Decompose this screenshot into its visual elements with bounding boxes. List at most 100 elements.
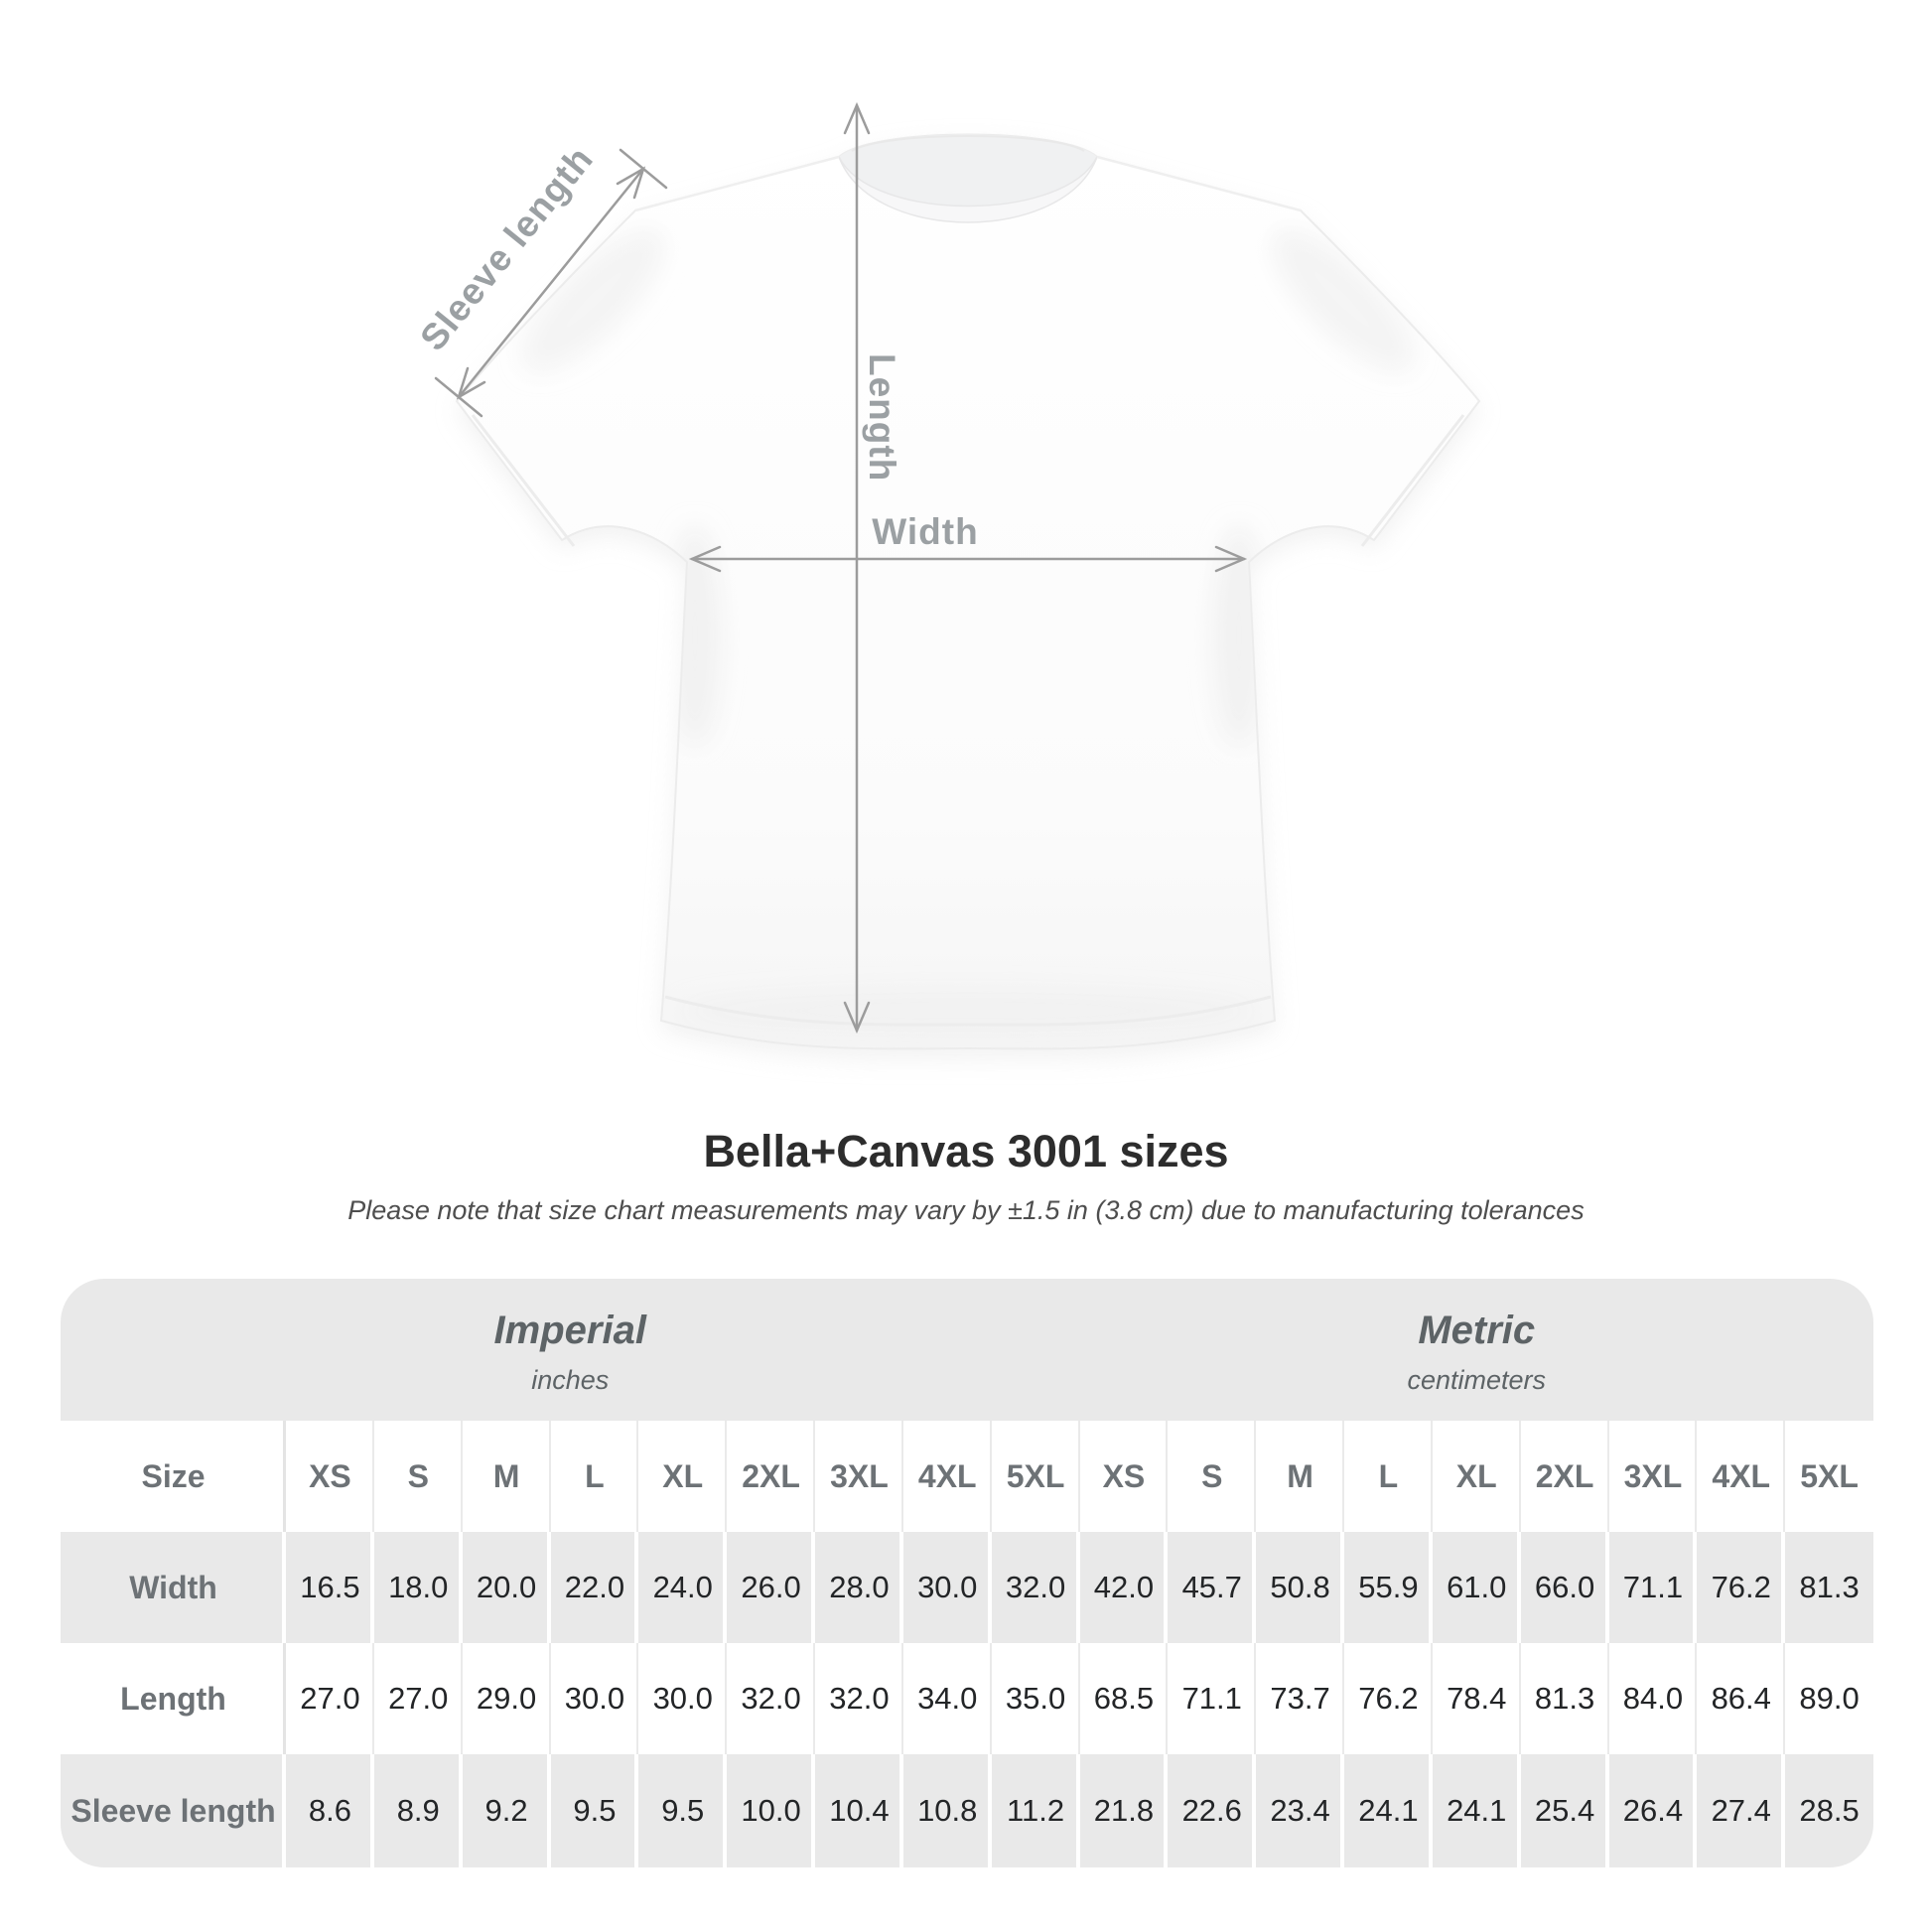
value-cell: 24.0 xyxy=(638,1532,727,1643)
size-header-row: Size XS S M L XL 2XL 3XL 4XL 5XL XS S M L XL 2XL 3XL 4XL 5… xyxy=(61,1421,1873,1532)
value-cell: 34.0 xyxy=(903,1643,992,1754)
value-cell: 27.0 xyxy=(286,1643,374,1754)
value-cell: 26.0 xyxy=(727,1532,815,1643)
value-cell: 32.0 xyxy=(992,1532,1080,1643)
size-code-cell: M xyxy=(1256,1421,1344,1532)
size-code-cell: 3XL xyxy=(1609,1421,1698,1532)
size-code-cell: 5XL xyxy=(992,1421,1080,1532)
length-label: Length xyxy=(862,353,902,482)
page-subtitle: Please note that size chart measurements… xyxy=(347,1195,1585,1225)
value-cell: 30.0 xyxy=(551,1643,639,1754)
tshirt xyxy=(455,133,1481,1059)
row-label: Width xyxy=(61,1532,286,1643)
metric-label: Metric xyxy=(1418,1308,1536,1352)
value-cell: 73.7 xyxy=(1256,1643,1344,1754)
imperial-group-header: Imperial inches xyxy=(61,1279,1080,1421)
value-cell: 20.0 xyxy=(463,1532,551,1643)
value-cell: 71.1 xyxy=(1168,1643,1256,1754)
tshirt-measurement-diagram: Length Width Sleeve length xyxy=(412,101,1481,1059)
value-cell: 24.1 xyxy=(1433,1754,1521,1867)
metric-unit: centimeters xyxy=(1407,1364,1547,1395)
size-code-cell: L xyxy=(1344,1421,1433,1532)
value-cell: 9.5 xyxy=(551,1754,639,1867)
table-row: Width 16.5 18.0 20.0 22.0 24.0 26.0 28.0 30.0 32.… xyxy=(61,1532,1873,1643)
value-cell: 61.0 xyxy=(1433,1532,1521,1643)
size-header-cell: Size xyxy=(61,1421,286,1532)
value-cell: 28.0 xyxy=(815,1532,903,1643)
value-cell: 28.5 xyxy=(1799,1793,1860,1828)
length-arrow xyxy=(843,101,871,1035)
value-cell: 10.4 xyxy=(815,1754,903,1867)
value-cell: 45.7 xyxy=(1168,1532,1256,1643)
size-code-cell: S xyxy=(1168,1421,1256,1532)
value-cell: 32.0 xyxy=(727,1643,815,1754)
value-cell: 30.0 xyxy=(638,1643,727,1754)
table-row: Sleeve length 8.6 8.9 9.2 9.5 9.5 10.0 10.4 10.8… xyxy=(61,1754,1873,1867)
value-cell: 81.3 xyxy=(1799,1570,1860,1604)
size-code-cell: 4XL xyxy=(1697,1421,1785,1532)
value-cell: 84.0 xyxy=(1609,1643,1698,1754)
size-code-cell: XL xyxy=(638,1421,727,1532)
value-cell: 27.4 xyxy=(1697,1754,1785,1867)
value-cell: 89.0 xyxy=(1799,1681,1860,1716)
value-cell: 29.0 xyxy=(463,1643,551,1754)
value-cell: 76.2 xyxy=(1697,1532,1785,1643)
value-cell: 9.2 xyxy=(463,1754,551,1867)
value-cell: 9.5 xyxy=(638,1754,727,1867)
imperial-label: Imperial xyxy=(493,1308,646,1352)
table-group-header-row: Imperial inches Metric centimeters xyxy=(61,1279,1873,1421)
dimension-annotations xyxy=(434,101,1248,1035)
value-cell: 8.9 xyxy=(374,1754,463,1867)
metric-group-header: Metric centimeters xyxy=(1080,1279,1874,1421)
width-arrow xyxy=(688,545,1248,573)
size-code-cell: 5XL xyxy=(1800,1457,1859,1494)
size-code-cell: 4XL xyxy=(903,1421,992,1532)
size-code-cell: 2XL xyxy=(727,1421,815,1532)
sleeve-arrow-tick-top xyxy=(619,148,668,190)
collar-back-seam xyxy=(851,135,1085,152)
tshirt-seams xyxy=(471,155,1465,1027)
value-cell: 16.5 xyxy=(286,1532,374,1643)
value-cell: 86.4 xyxy=(1697,1643,1785,1754)
value-cell: 68.5 xyxy=(1080,1643,1169,1754)
size-code-cell: 2XL xyxy=(1521,1421,1609,1532)
imperial-unit: inches xyxy=(531,1364,610,1395)
page-title: Bella+Canvas 3001 sizes xyxy=(703,1126,1229,1176)
value-cell: 10.0 xyxy=(727,1754,815,1867)
value-cell: 24.1 xyxy=(1344,1754,1433,1867)
value-cell: 81.3 xyxy=(1521,1643,1609,1754)
size-code-cell: 3XL xyxy=(815,1421,903,1532)
value-cell: 26.4 xyxy=(1609,1754,1698,1867)
value-cell: 10.8 xyxy=(903,1754,992,1867)
value-cell: 71.1 xyxy=(1609,1532,1698,1643)
value-cell: 32.0 xyxy=(815,1643,903,1754)
value-cell: 25.4 xyxy=(1521,1754,1609,1867)
value-cell: 23.4 xyxy=(1256,1754,1344,1867)
size-chart-table: Imperial inches Metric centimeters Size X… xyxy=(61,1279,1873,1867)
value-cell: 55.9 xyxy=(1344,1532,1433,1643)
size-code-cell: S xyxy=(374,1421,463,1532)
value-cell: 35.0 xyxy=(992,1643,1080,1754)
collar-opening xyxy=(839,134,1097,212)
tshirt-body xyxy=(455,133,1481,1050)
value-cell: 42.0 xyxy=(1080,1532,1169,1643)
value-cell: 8.6 xyxy=(286,1754,374,1867)
size-code-cell: XL xyxy=(1433,1421,1521,1532)
width-label: Width xyxy=(872,511,978,552)
row-label: Length xyxy=(61,1643,286,1754)
table-row: Length 27.0 27.0 29.0 30.0 30.0 32.0 32.0 34.0 35… xyxy=(61,1643,1873,1754)
value-cell: 11.2 xyxy=(992,1754,1080,1867)
value-cell: 21.8 xyxy=(1080,1754,1169,1867)
value-cell: 27.0 xyxy=(374,1643,463,1754)
value-cell: 50.8 xyxy=(1256,1532,1344,1643)
size-code-cell: XS xyxy=(1080,1421,1169,1532)
size-code-cell: L xyxy=(551,1421,639,1532)
value-cell: 22.0 xyxy=(551,1532,639,1643)
collar-band xyxy=(838,156,1098,223)
sleeve-arrow-tick-bottom xyxy=(434,376,483,418)
value-cell: 78.4 xyxy=(1433,1643,1521,1754)
value-cell: 18.0 xyxy=(374,1532,463,1643)
size-code-cell: M xyxy=(463,1421,551,1532)
row-label: Sleeve length xyxy=(61,1754,286,1867)
